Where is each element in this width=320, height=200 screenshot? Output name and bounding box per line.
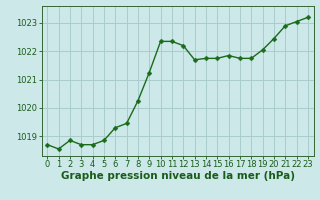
X-axis label: Graphe pression niveau de la mer (hPa): Graphe pression niveau de la mer (hPa) [60, 171, 295, 181]
